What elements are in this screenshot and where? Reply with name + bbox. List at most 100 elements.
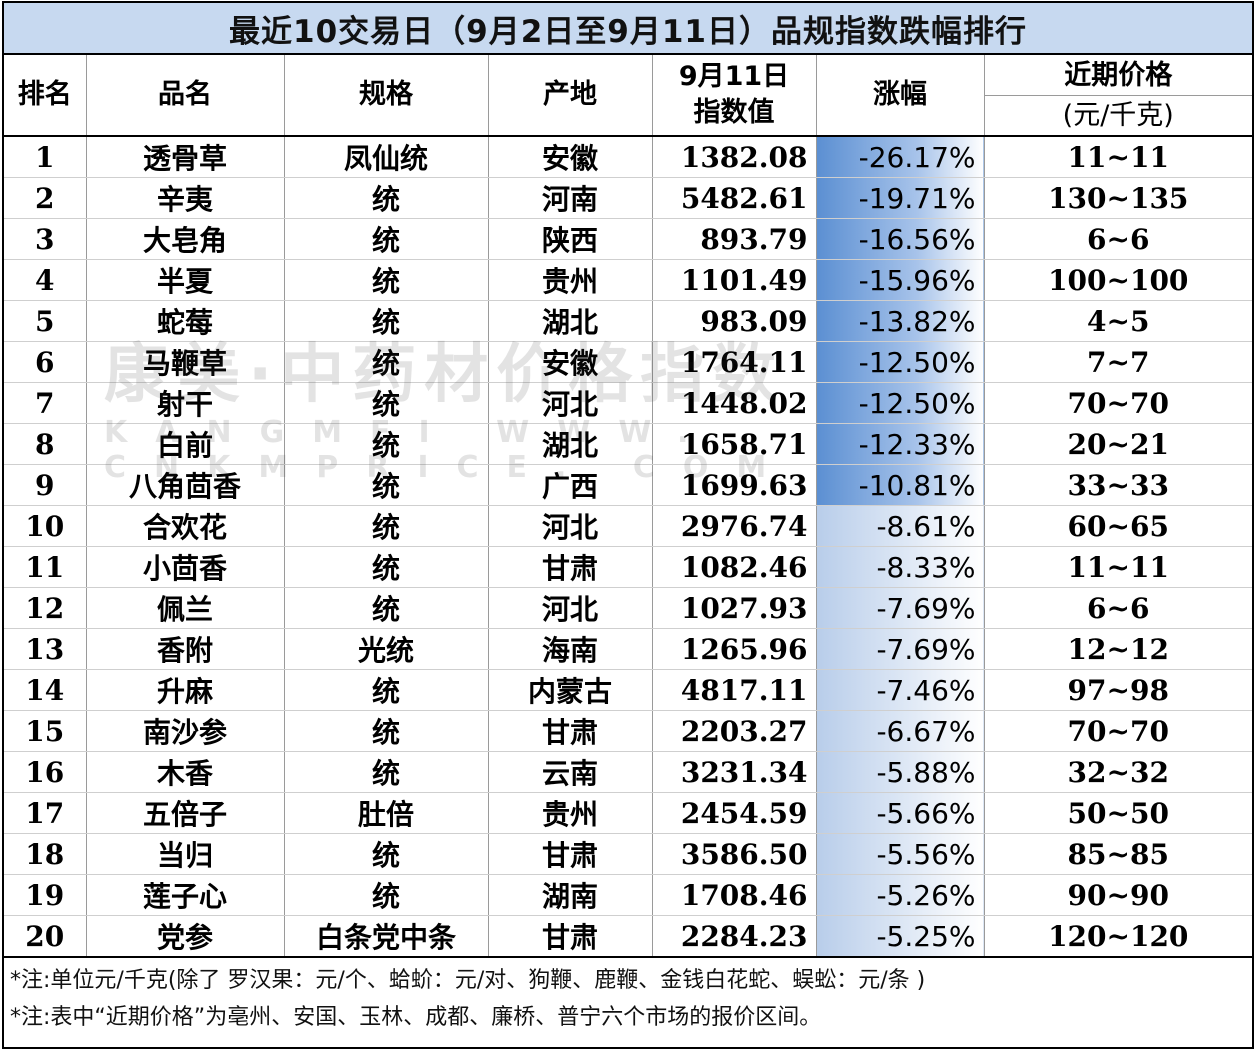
note-price-range: *注:表中“近期价格”为亳州、安国、玉林、成都、廉桥、普宁六个市场的报价区间。 [10, 1005, 822, 1030]
cell-index: 1448.02 [652, 382, 817, 424]
cell-price: 20~21 [984, 423, 1252, 465]
cell-index: 4817.11 [652, 669, 817, 711]
cell-name: 五倍子 [86, 792, 285, 834]
table-row: 13 香附 光统 海南 1265.96 -7.69% 12~12 [4, 628, 1252, 670]
cell-name: 升麻 [86, 669, 285, 711]
cell-origin: 河北 [488, 587, 653, 629]
cell-rank: 12 [4, 587, 87, 629]
table-row: 9 八角茴香统广西 1699.63 -10.81% 33~33 [4, 464, 1252, 506]
cell-spec: 统 [284, 177, 489, 219]
cell-rank: 10 [4, 505, 87, 547]
cell-spec: 统 [284, 833, 489, 875]
cell-change: -8.61% [816, 505, 985, 547]
note-unit: *注:单位元/千克(除了 罗汉果：元/个、蛤蚧：元/对、狗鞭、鹿鞭、金钱白花蛇、… [10, 968, 926, 993]
cell-name: 木香 [86, 751, 285, 793]
table-row: 6 马鞭草统安徽 1764.11 -12.50% 7~7 [4, 341, 1252, 383]
cell-price: 12~12 [984, 628, 1252, 670]
cell-origin: 内蒙古 [488, 669, 653, 711]
cell-spec: 统 [284, 874, 489, 916]
table-body: 1 透骨草 凤仙统 安徽 1382.08 -26.17% 11~11 2 辛夷统河南 5482.6… [4, 136, 1252, 958]
header-index-line2: 指数值 [693, 97, 775, 128]
cell-spec: 统 [284, 300, 489, 342]
cell-spec: 统 [284, 341, 489, 383]
cell-price: 32~32 [984, 751, 1252, 793]
cell-origin: 河北 [488, 382, 653, 424]
cell-rank: 7 [4, 382, 87, 424]
cell-price: 6~6 [984, 218, 1252, 260]
cell-rank: 9 [4, 464, 87, 506]
header-name: 品名 [86, 55, 285, 137]
table-row: 16 木香统云南 3231.34 -5.88% 32~32 [4, 751, 1252, 793]
cell-price: 60~65 [984, 505, 1252, 547]
cell-index: 2203.27 [652, 710, 817, 752]
cell-change: -7.46% [816, 669, 985, 711]
cell-spec: 光统 [284, 628, 489, 670]
cell-index: 5482.61 [652, 177, 817, 219]
header-rank: 排名 [4, 55, 87, 137]
cell-name: 莲子心 [86, 874, 285, 916]
cell-index: 1764.11 [652, 341, 817, 383]
table-row: 5 蛇莓统湖北 983.09 -13.82% 4~5 [4, 300, 1252, 342]
cell-name: 合欢花 [86, 505, 285, 547]
cell-origin: 湖北 [488, 423, 653, 465]
cell-price: 70~70 [984, 710, 1252, 752]
cell-origin: 海南 [488, 628, 653, 670]
cell-price: 97~98 [984, 669, 1252, 711]
cell-price: 120~120 [984, 915, 1252, 958]
cell-change: -26.17% [816, 136, 985, 178]
cell-origin: 贵州 [488, 259, 653, 301]
cell-name: 透骨草 [86, 136, 285, 178]
cell-index: 1101.49 [652, 259, 817, 301]
cell-origin: 甘肃 [488, 833, 653, 875]
cell-name: 白前 [86, 423, 285, 465]
cell-spec: 统 [284, 669, 489, 711]
cell-price: 11~11 [984, 136, 1252, 178]
table-row: 19 莲子心统湖南 1708.46 -5.26% 90~90 [4, 874, 1252, 916]
header-index-line1: 9月11日 [678, 61, 790, 92]
cell-change: -5.25% [816, 915, 985, 958]
cell-price: 100~100 [984, 259, 1252, 301]
cell-origin: 贵州 [488, 792, 653, 834]
cell-rank: 19 [4, 874, 87, 916]
cell-change: -13.82% [816, 300, 985, 342]
cell-rank: 1 [4, 136, 87, 178]
header-origin: 产地 [488, 55, 653, 137]
table-row: 4 半夏统贵州 1101.49 -15.96% 100~100 [4, 259, 1252, 301]
table-row: 17 五倍子 肚倍 贵州 2454.59 -5.66% 50~50 [4, 792, 1252, 834]
cell-origin: 湖北 [488, 300, 653, 342]
cell-index: 1708.46 [652, 874, 817, 916]
cell-index: 2454.59 [652, 792, 817, 834]
header-price: 近期价格 (元/千克) [984, 55, 1252, 137]
cell-rank: 11 [4, 546, 87, 588]
cell-origin: 安徽 [488, 136, 653, 178]
cell-rank: 16 [4, 751, 87, 793]
cell-spec: 统 [284, 423, 489, 465]
cell-rank: 18 [4, 833, 87, 875]
header-spec: 规格 [284, 55, 489, 137]
table-row: 12 佩兰统河北 1027.93 -7.69% 6~6 [4, 587, 1252, 629]
cell-index: 893.79 [652, 218, 817, 260]
cell-name: 当归 [86, 833, 285, 875]
cell-name: 射干 [86, 382, 285, 424]
cell-spec: 统 [284, 259, 489, 301]
table-row: 20 党参 白条党中条 甘肃 2284.23 -5.25% 120~120 [4, 915, 1252, 958]
cell-spec: 统 [284, 587, 489, 629]
cell-origin: 云南 [488, 751, 653, 793]
cell-origin: 河南 [488, 177, 653, 219]
cell-name: 党参 [86, 915, 285, 958]
header-index: 9月11日 指数值 [652, 55, 817, 137]
cell-rank: 3 [4, 218, 87, 260]
cell-name: 南沙参 [86, 710, 285, 752]
cell-change: -12.50% [816, 382, 985, 424]
cell-index: 1699.63 [652, 464, 817, 506]
table-row: 3 大皂角统陕西 893.79 -16.56% 6~6 [4, 218, 1252, 260]
cell-spec: 肚倍 [284, 792, 489, 834]
cell-spec: 白条党中条 [284, 915, 489, 958]
table-row: 1 透骨草 凤仙统 安徽 1382.08 -26.17% 11~11 [4, 136, 1252, 178]
cell-index: 983.09 [652, 300, 817, 342]
cell-price: 33~33 [984, 464, 1252, 506]
cell-spec: 统 [284, 218, 489, 260]
cell-index: 1265.96 [652, 628, 817, 670]
cell-rank: 20 [4, 915, 87, 958]
